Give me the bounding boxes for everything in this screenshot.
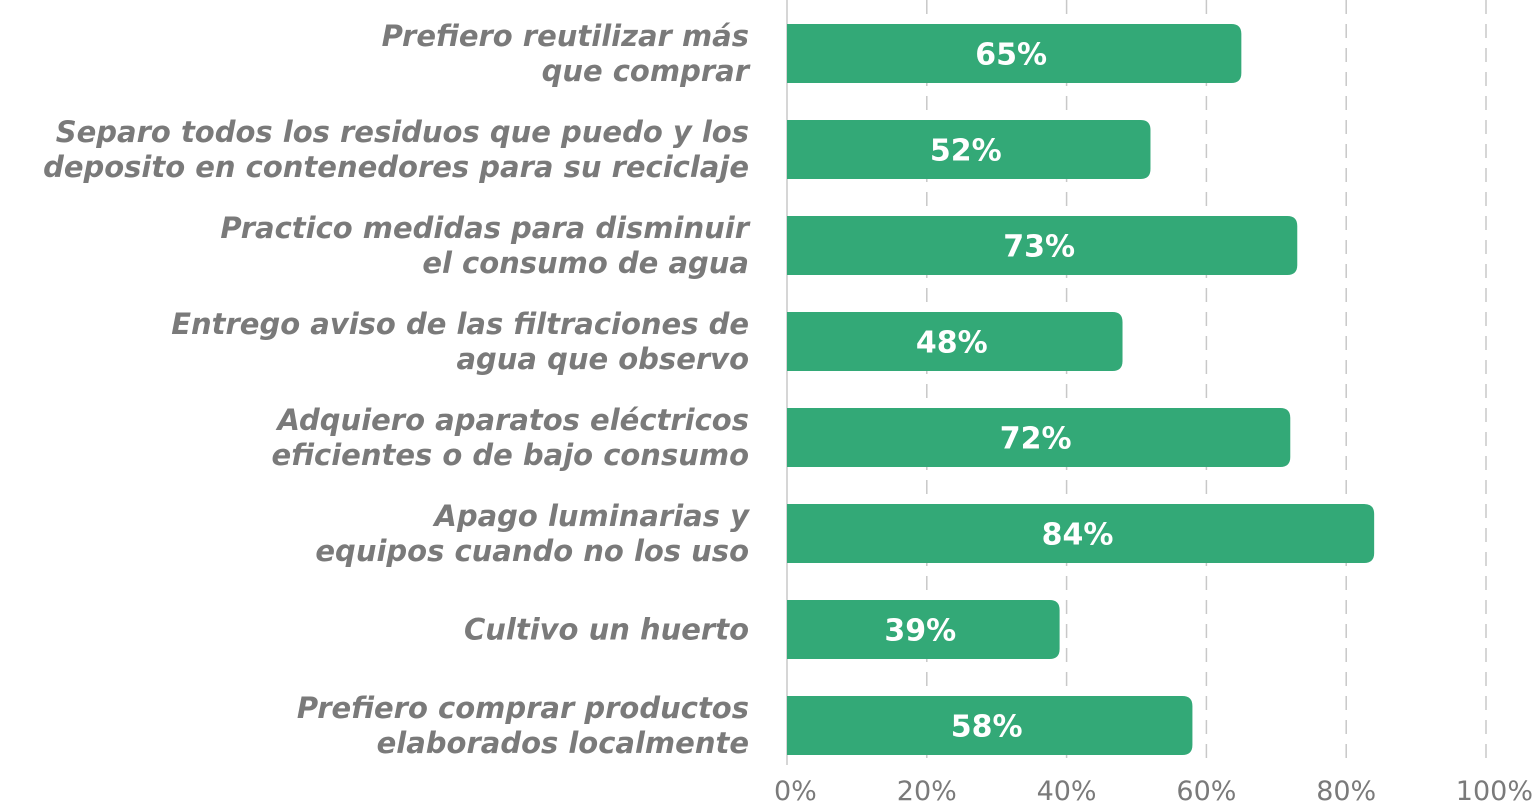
- bar-value-label: 73%: [1003, 230, 1075, 265]
- bar-value-label: 52%: [930, 134, 1002, 169]
- category-label: elaborados localmente: [377, 726, 749, 760]
- category-label: que comprar: [542, 54, 751, 88]
- category-label: agua que observo: [456, 342, 749, 376]
- category-label: eficientes o de bajo consumo: [272, 438, 749, 472]
- x-tick-label: 60%: [1176, 776, 1236, 807]
- x-tick-label: 20%: [897, 776, 957, 807]
- category-label: Adquiero aparatos eléctricos: [275, 403, 749, 437]
- x-tick-label: 100%: [1456, 776, 1533, 807]
- bar: [787, 120, 1151, 179]
- bar-value-label: 65%: [975, 38, 1047, 73]
- category-label: Prefiero reutilizar más: [382, 19, 749, 53]
- bar: [787, 216, 1298, 275]
- bar: [787, 24, 1242, 83]
- x-tick-label: 80%: [1316, 776, 1376, 807]
- category-label: el consumo de agua: [422, 246, 749, 280]
- bar-value-label: 58%: [951, 710, 1023, 745]
- category-label: Practico medidas para disminuir: [220, 211, 750, 245]
- bar-value-label: 39%: [884, 614, 956, 649]
- bar-value-label: 48%: [916, 326, 988, 361]
- bar: [787, 696, 1193, 755]
- category-label: equipos cuando no los uso: [315, 534, 749, 568]
- category-label: Separo todos los residuos que puedo y lo…: [56, 115, 749, 149]
- category-label: Entrego aviso de las filtraciones de: [171, 307, 749, 341]
- x-tick-label: 40%: [1037, 776, 1097, 807]
- bar-value-label: 84%: [1042, 518, 1114, 553]
- bar: [787, 600, 1060, 659]
- category-label: Apago luminarias y: [432, 499, 750, 533]
- x-tick-label: 0%: [774, 776, 817, 807]
- bar: [787, 408, 1291, 467]
- category-label: Prefiero comprar productos: [297, 691, 749, 725]
- bar-value-label: 72%: [1000, 422, 1072, 457]
- category-label: deposito en contenedores para su recicla…: [43, 150, 749, 184]
- x-axis-ticks: 0% 20% 40% 60% 80% 100%: [774, 776, 1533, 807]
- bar: [787, 312, 1123, 371]
- bars: 65% 52% 73% 48% 72% 84% 39% 58%: [787, 24, 1375, 755]
- bar: [787, 504, 1375, 563]
- category-label: Cultivo un huerto: [464, 613, 749, 647]
